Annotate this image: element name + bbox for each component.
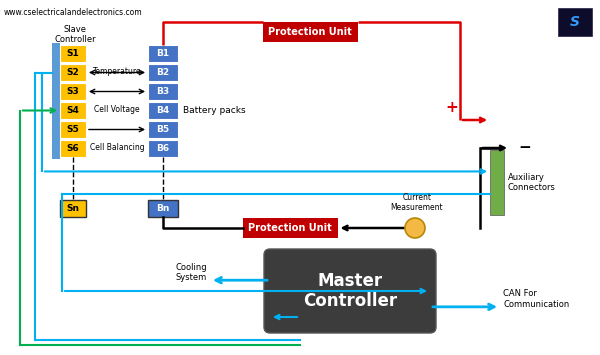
Text: CAN For
Communication: CAN For Communication bbox=[503, 289, 569, 308]
Text: B6: B6 bbox=[157, 144, 170, 153]
Circle shape bbox=[405, 218, 425, 238]
FancyBboxPatch shape bbox=[148, 45, 178, 62]
FancyBboxPatch shape bbox=[148, 200, 178, 217]
FancyBboxPatch shape bbox=[148, 102, 178, 119]
FancyBboxPatch shape bbox=[60, 45, 86, 62]
FancyBboxPatch shape bbox=[60, 140, 86, 157]
Text: Bn: Bn bbox=[157, 204, 170, 213]
FancyBboxPatch shape bbox=[148, 140, 178, 157]
Text: S3: S3 bbox=[67, 87, 79, 96]
Text: Slave
Controller: Slave Controller bbox=[54, 25, 96, 44]
Text: B5: B5 bbox=[157, 125, 170, 134]
Text: S: S bbox=[570, 15, 580, 29]
Text: S1: S1 bbox=[67, 49, 79, 58]
Text: B1: B1 bbox=[157, 49, 170, 58]
Text: Cell Balancing: Cell Balancing bbox=[89, 143, 145, 152]
Text: +: + bbox=[446, 100, 458, 115]
FancyBboxPatch shape bbox=[490, 150, 504, 215]
FancyBboxPatch shape bbox=[60, 200, 86, 217]
Text: Auxiliary
Connectors: Auxiliary Connectors bbox=[508, 173, 556, 192]
Bar bbox=[52, 43, 60, 159]
Text: Sn: Sn bbox=[67, 204, 79, 213]
Text: S6: S6 bbox=[67, 144, 79, 153]
Text: B2: B2 bbox=[157, 68, 170, 77]
FancyBboxPatch shape bbox=[60, 102, 86, 119]
Text: Temperature: Temperature bbox=[92, 67, 142, 76]
Text: Master
Controller: Master Controller bbox=[303, 272, 397, 310]
FancyBboxPatch shape bbox=[263, 22, 358, 42]
Text: www.cselectricalandelectronics.com: www.cselectricalandelectronics.com bbox=[4, 8, 143, 17]
Text: Protection Unit: Protection Unit bbox=[248, 223, 332, 233]
Text: S4: S4 bbox=[67, 106, 79, 115]
FancyBboxPatch shape bbox=[60, 121, 86, 138]
FancyBboxPatch shape bbox=[148, 121, 178, 138]
FancyBboxPatch shape bbox=[242, 218, 337, 238]
Text: Cooling
System: Cooling System bbox=[175, 262, 207, 282]
Text: B3: B3 bbox=[157, 87, 170, 96]
Text: B4: B4 bbox=[157, 106, 170, 115]
Text: Cell Voltage: Cell Voltage bbox=[94, 105, 140, 114]
Text: Battery packs: Battery packs bbox=[183, 106, 245, 115]
FancyBboxPatch shape bbox=[148, 64, 178, 81]
Text: Protection Unit: Protection Unit bbox=[268, 27, 352, 37]
FancyBboxPatch shape bbox=[60, 64, 86, 81]
Text: S2: S2 bbox=[67, 68, 79, 77]
Text: S5: S5 bbox=[67, 125, 79, 134]
Text: −: − bbox=[518, 141, 531, 155]
Text: Current
Measurement: Current Measurement bbox=[391, 193, 443, 212]
FancyBboxPatch shape bbox=[148, 83, 178, 100]
FancyBboxPatch shape bbox=[264, 249, 436, 333]
FancyBboxPatch shape bbox=[558, 8, 592, 36]
FancyBboxPatch shape bbox=[60, 83, 86, 100]
